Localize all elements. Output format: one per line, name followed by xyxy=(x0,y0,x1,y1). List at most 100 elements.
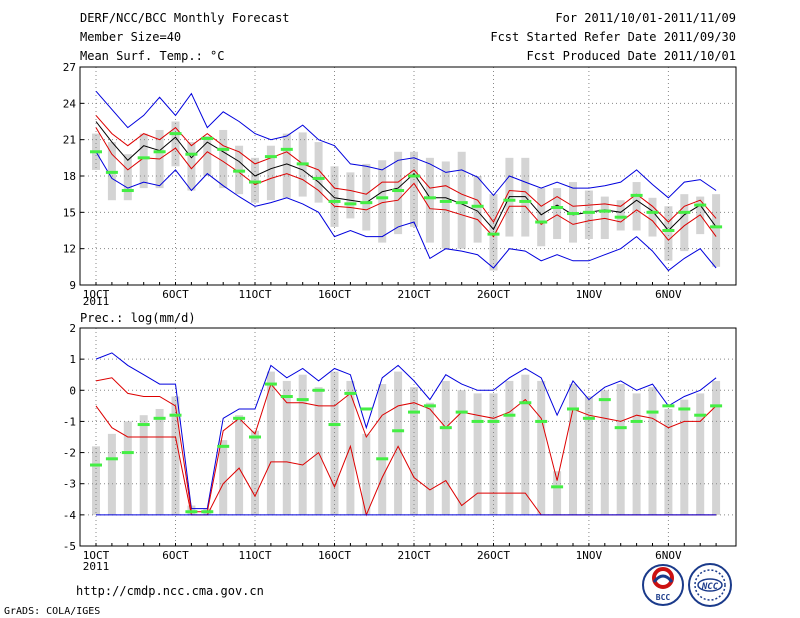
temp-obs-marker xyxy=(519,199,532,203)
temp-spread-bar xyxy=(489,194,498,271)
temp-obs-marker xyxy=(567,212,579,216)
precip-obs-marker xyxy=(519,401,532,405)
temp-ytick-label: 21 xyxy=(63,134,76,147)
temp-spread-bar xyxy=(600,196,609,239)
temp-ytick-label: 12 xyxy=(63,243,76,256)
produced-date: Fcst Produced Date 2011/10/01 xyxy=(526,49,736,63)
precip-obs-marker xyxy=(710,404,723,408)
variable-label: Mean Surf. Temp.: °C xyxy=(80,49,225,63)
temp-spread-bar xyxy=(219,129,228,189)
precip-spread-bar xyxy=(298,374,307,515)
temp-ytick-label: 24 xyxy=(63,97,77,110)
temp-obs-marker xyxy=(582,210,595,214)
temp-obs-marker xyxy=(137,156,150,160)
temp-spread-bar xyxy=(346,172,355,219)
precip-obs-marker xyxy=(328,423,341,427)
temp-obs-marker xyxy=(249,180,261,184)
precip-spread-bar xyxy=(457,390,466,515)
temp-ytick-label: 15 xyxy=(63,206,76,219)
precip-obs-marker xyxy=(360,407,373,411)
bcc-logo-text: BCC xyxy=(656,593,671,602)
precip-xtick-label: 26OCT xyxy=(477,549,510,562)
precip-spread-bar xyxy=(425,402,434,515)
temp-obs-marker xyxy=(694,203,707,207)
precip-obs-marker xyxy=(582,416,595,420)
grads-credit: GrADS: COLA/IGES xyxy=(4,606,100,617)
precip-spread-bar xyxy=(648,387,657,515)
precip-obs-marker xyxy=(662,404,675,408)
precip-spread-bar xyxy=(139,415,148,515)
precip-ytick-label: 1 xyxy=(69,353,76,366)
precip-spread-bar xyxy=(362,433,371,515)
precip-obs-marker xyxy=(344,391,357,395)
precip-ytick-label: -4 xyxy=(63,509,77,522)
temp-ytick-label: 27 xyxy=(63,61,76,74)
source-url[interactable]: http://cmdp.ncc.cma.gov.cn xyxy=(76,584,264,598)
precip-obs-marker xyxy=(201,510,214,514)
temp-obs-marker xyxy=(551,205,564,209)
precip-obs-marker xyxy=(392,429,405,433)
precip-obs-marker xyxy=(598,398,611,402)
precip-obs-marker xyxy=(137,423,150,427)
temp-xtick-label: 11OCT xyxy=(238,288,271,301)
temp-obs-marker xyxy=(455,201,468,205)
precip-obs-marker xyxy=(249,435,261,439)
temp-obs-marker xyxy=(408,174,420,178)
temp-lines xyxy=(95,90,717,272)
temp-obs-marker xyxy=(90,150,102,154)
temp-obs-marker xyxy=(264,155,277,159)
temp-obs-marker xyxy=(360,201,373,205)
temp-spread-bar xyxy=(712,194,721,267)
temp-axes: 9 12 15 18 21 24 27 1OCT 6OCT 11OCT 16OCT 21OCT 26OC… xyxy=(63,61,717,301)
temp-spread-bar xyxy=(410,151,418,227)
temp-spread-bar xyxy=(266,145,275,201)
precip-spread-bar xyxy=(235,415,244,515)
bcc-logo: BCC xyxy=(642,564,684,606)
temp-obs-marker xyxy=(598,209,611,213)
precip-obs-marker xyxy=(169,413,182,417)
temp-xtick-label: 16OCT xyxy=(318,288,351,301)
temp-xtick-label: 6OCT xyxy=(162,288,189,301)
temp-spread-bar xyxy=(203,136,212,176)
precip-spread-bar xyxy=(680,399,689,515)
precip-spread-bar xyxy=(569,384,577,515)
precip-spread-bar xyxy=(441,380,450,515)
precip-variable-label: Prec.: log(mm/d) xyxy=(80,311,196,325)
precip-xtick-label: 16OCT xyxy=(318,549,351,562)
temp-xtick-label: 6NOV xyxy=(655,288,682,301)
precip-spread-bar xyxy=(521,374,530,515)
precip-xtick-label: 11OCT xyxy=(238,549,271,562)
temp-obs-marker xyxy=(392,189,405,193)
temp-spread-bar xyxy=(616,200,625,231)
precip-spread-bar xyxy=(505,380,514,515)
temp-spread-bar xyxy=(537,188,546,247)
precip-plot-frame xyxy=(79,327,737,547)
temp-obs-marker xyxy=(439,199,452,203)
temp-series-lower xyxy=(95,127,717,241)
temp-spread-bar xyxy=(664,206,673,261)
temp-series-mean xyxy=(95,121,717,232)
precip-obs-marker xyxy=(185,510,198,514)
precip-obs-marker xyxy=(217,444,230,448)
precip-spread-bar xyxy=(330,371,339,515)
temp-xtick-label: 21OCT xyxy=(397,288,430,301)
temp-obs-marker xyxy=(535,220,548,224)
temp-obs-marker xyxy=(487,232,500,236)
precip-spread-bar xyxy=(664,408,673,515)
precip-obs-marker xyxy=(694,413,707,417)
temp-ytick-label: 9 xyxy=(69,279,76,292)
precip-spread-bars xyxy=(92,371,721,515)
precip-spread-bar xyxy=(123,421,132,515)
temp-obs-marker xyxy=(678,210,691,214)
temp-obs-marker xyxy=(169,132,182,136)
ncc-logo: NCC xyxy=(688,563,732,607)
temp-spread-bar xyxy=(648,197,657,237)
temp-obs-marker xyxy=(296,162,309,166)
precip-obs-marker xyxy=(630,419,643,423)
precip-spread-bar xyxy=(107,433,116,515)
precip-ytick-label: -5 xyxy=(63,540,76,553)
temp-spread-bar xyxy=(362,163,371,231)
temp-xtick-label: 1OCT xyxy=(83,288,110,301)
precip-obs-marker xyxy=(105,457,118,461)
